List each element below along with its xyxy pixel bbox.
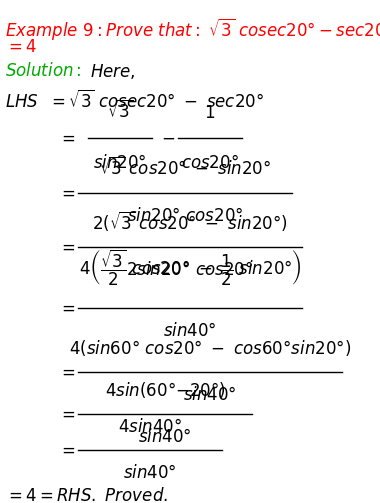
Text: $\mathit{sin40°}$: $\mathit{sin40°}$ — [163, 322, 217, 340]
Text: $4\mathit{sin40°}$: $4\mathit{sin40°}$ — [118, 418, 182, 436]
Text: $2\mathit{sin20°\ cos20°}$: $2\mathit{sin20°\ cos20°}$ — [127, 261, 253, 279]
Text: $4\left(\dfrac{\sqrt{3}}{2}\ \mathit{cos20°}\ -\ \dfrac{1}{2}\ \mathit{sin20°}\r: $4\left(\dfrac{\sqrt{3}}{2}\ \mathit{cos… — [79, 248, 301, 288]
Text: $=$: $=$ — [58, 299, 75, 317]
Text: $2(\sqrt{3}\ \mathit{cos20°\ -\ sin20°})$: $2(\sqrt{3}\ \mathit{cos20°\ -\ sin20°})… — [92, 209, 288, 233]
Text: $\mathit{sin20°}$: $\mathit{sin20°}$ — [93, 154, 147, 172]
Text: $\it{Solution:}$: $\it{Solution:}$ — [5, 62, 82, 80]
Text: $1$: $1$ — [204, 104, 215, 122]
Text: $=$: $=$ — [58, 441, 75, 459]
Text: $=$: $=$ — [58, 238, 75, 256]
Text: $4(\mathit{sin60°\ cos20°\ -\ cos60°sin20°})$: $4(\mathit{sin60°\ cos20°\ -\ cos60°sin2… — [69, 338, 351, 358]
Text: $\mathit{sin40°}$: $\mathit{sin40°}$ — [183, 386, 237, 404]
Text: $\sqrt{3}\ \mathit{cos20°\ -\ sin20°}$: $\sqrt{3}\ \mathit{cos20°\ -\ sin20°}$ — [99, 157, 271, 179]
Text: $\mathit{sin40°}$: $\mathit{sin40°}$ — [138, 428, 192, 446]
Text: $\sqrt{3}$: $\sqrt{3}$ — [107, 100, 133, 122]
Text: $=$: $=$ — [58, 184, 75, 202]
Text: $=$: $=$ — [58, 363, 75, 381]
Text: $\mathit{sin40°}$: $\mathit{sin40°}$ — [123, 464, 177, 482]
Text: $\mathit{cos20°}$: $\mathit{cos20°}$ — [181, 154, 239, 172]
Text: $\mathit{sin20°\ cos20°}$: $\mathit{sin20°\ cos20°}$ — [127, 207, 243, 225]
Text: $4\mathit{sin(60°{-}20°)}$: $4\mathit{sin(60°{-}20°)}$ — [105, 380, 225, 400]
Text: $\it{= 4}$: $\it{= 4}$ — [5, 38, 37, 56]
Text: $\it{Example\ 9: Prove\ that:}$ $\sqrt{3}$ $\it{cosec20° - sec20°}$: $\it{Example\ 9: Prove\ that:}$ $\sqrt{3… — [5, 16, 380, 42]
Text: $=$: $=$ — [58, 129, 75, 147]
Text: $\it{Here,}$: $\it{Here,}$ — [90, 62, 136, 81]
Text: $=$: $=$ — [58, 405, 75, 423]
Text: $-$: $-$ — [161, 129, 175, 147]
Text: $\it{LHS}$  $= \sqrt{3}\ \it{cosec20°\ -\ sec20°}$: $\it{LHS}$ $= \sqrt{3}\ \it{cosec20°\ -\… — [5, 90, 264, 112]
Text: $= 4 = \mathit{RHS.\ Proved.}$: $= 4 = \mathit{RHS.\ Proved.}$ — [5, 487, 168, 503]
